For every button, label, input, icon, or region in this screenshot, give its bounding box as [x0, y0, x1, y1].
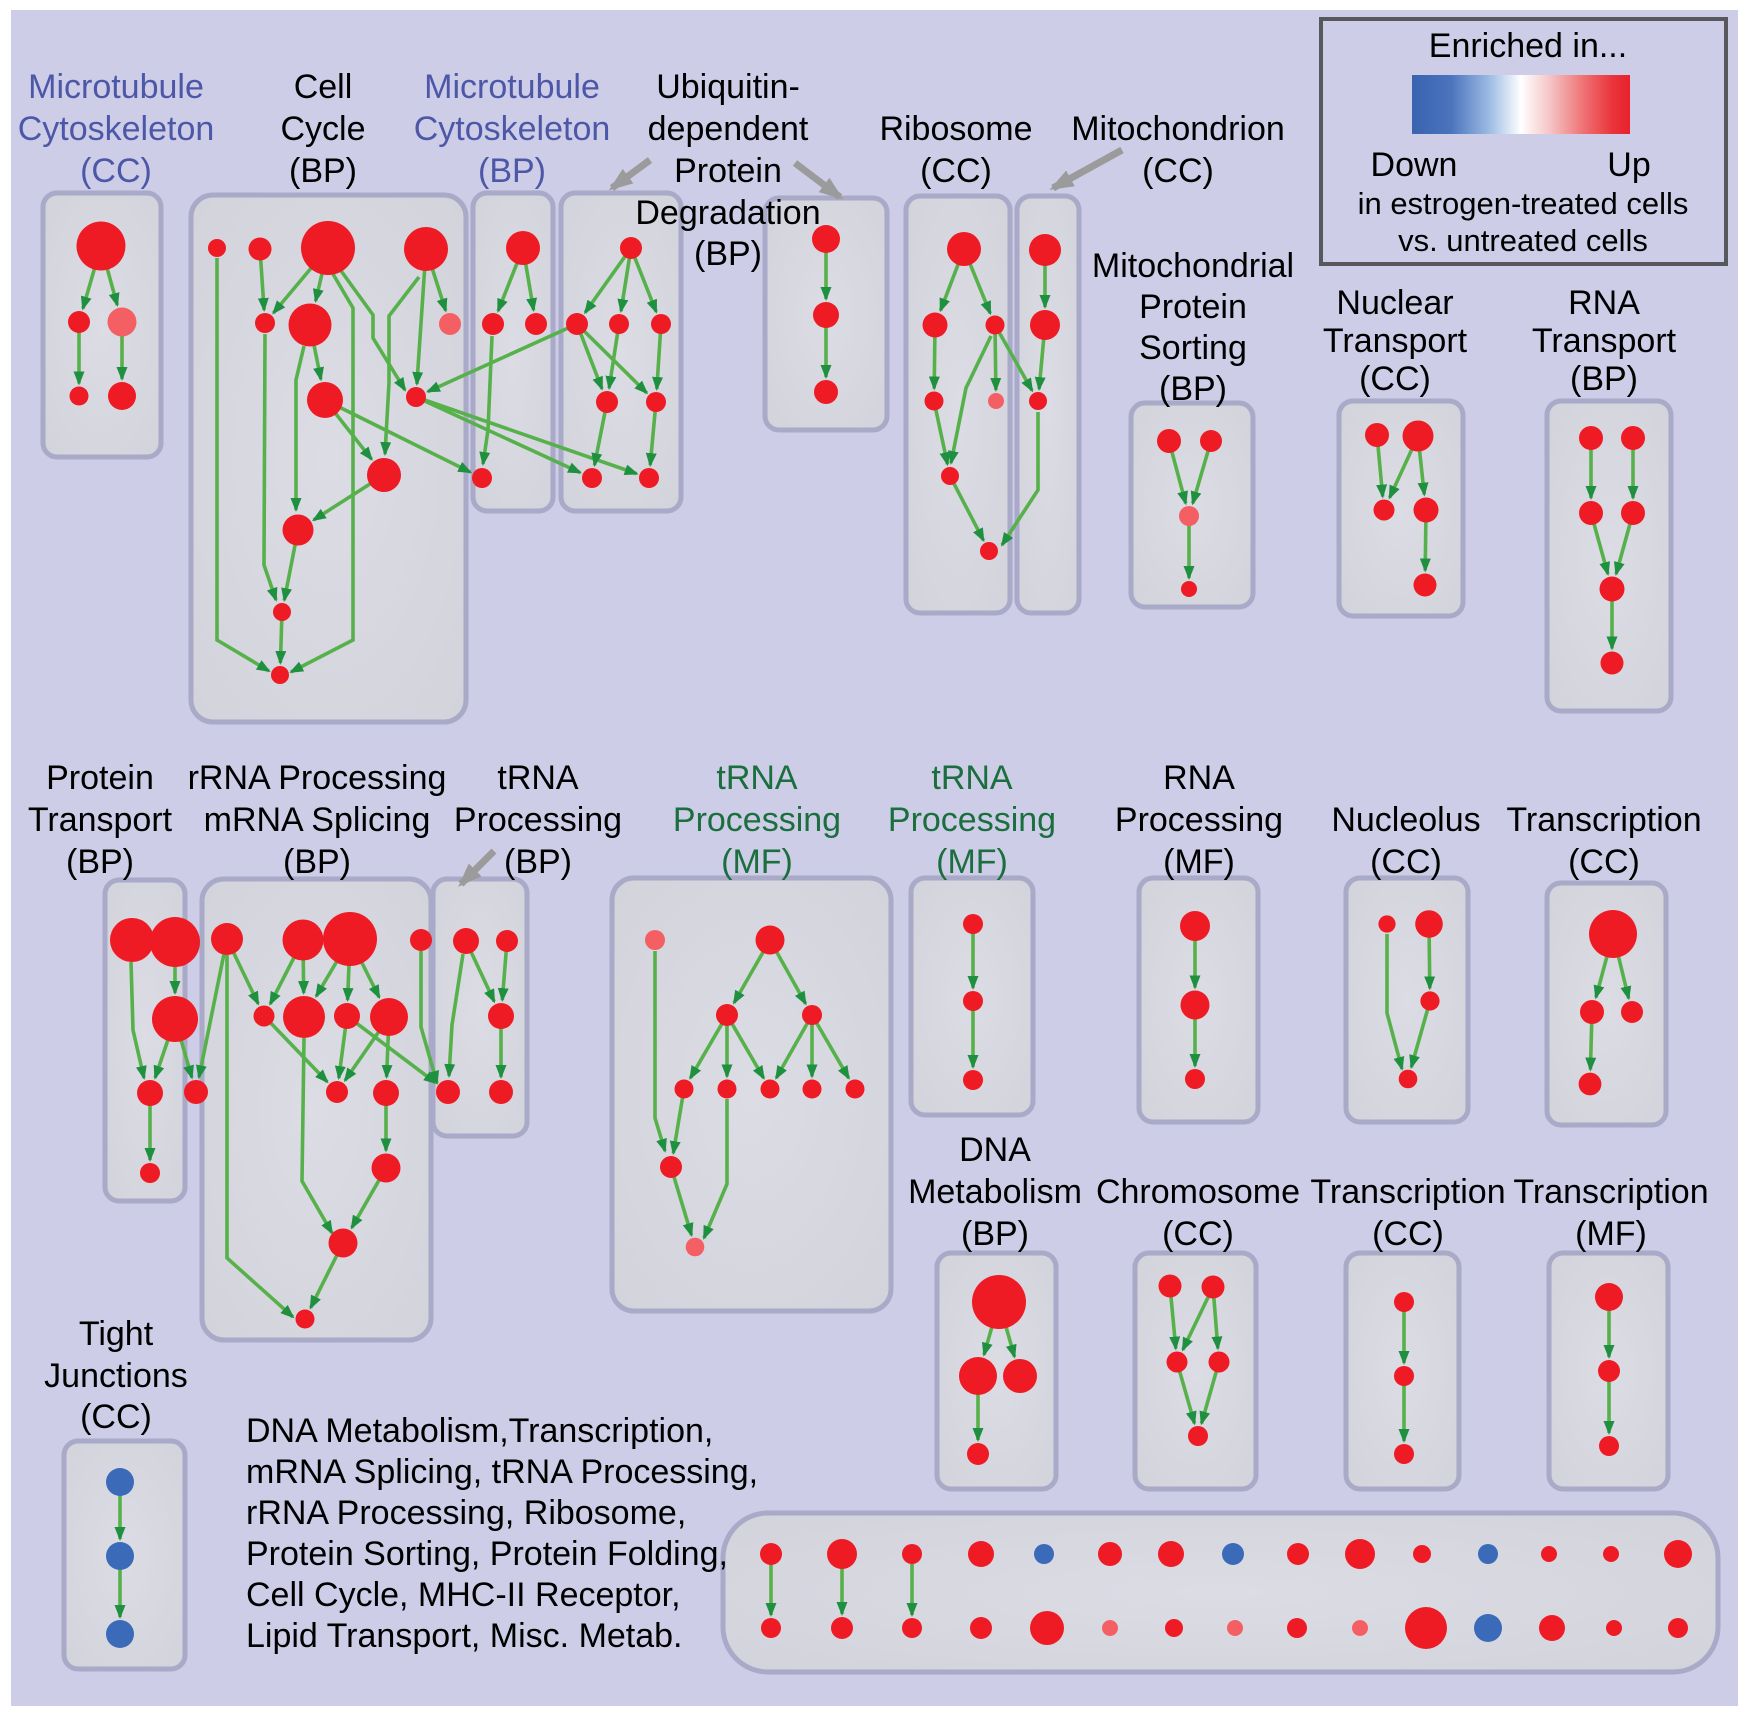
- svg-text:Nucleolus: Nucleolus: [1331, 801, 1480, 839]
- svg-text:rRNA Processing: rRNA Processing: [188, 759, 447, 797]
- svg-text:RNA: RNA: [1568, 284, 1640, 322]
- svg-text:Transport: Transport: [28, 801, 173, 839]
- svg-text:Protein Sorting, Protein Foldi: Protein Sorting, Protein Folding,: [246, 1535, 728, 1573]
- svg-text:Processing: Processing: [888, 801, 1056, 839]
- svg-text:Transcription: Transcription: [1310, 1173, 1505, 1211]
- svg-text:mRNA Splicing, tRNA Processing: mRNA Splicing, tRNA Processing,: [246, 1453, 758, 1491]
- svg-text:Transport: Transport: [1532, 322, 1677, 360]
- svg-text:(CC): (CC): [1372, 1215, 1444, 1253]
- svg-text:Sorting: Sorting: [1139, 329, 1247, 367]
- svg-text:(BP): (BP): [961, 1215, 1029, 1253]
- svg-text:(CC): (CC): [80, 152, 152, 190]
- svg-text:(CC): (CC): [1142, 152, 1214, 190]
- svg-text:(BP): (BP): [283, 843, 351, 881]
- svg-text:DNA Metabolism,Transcription,: DNA Metabolism,Transcription,: [246, 1412, 713, 1450]
- svg-text:(CC): (CC): [1370, 843, 1442, 881]
- svg-text:vs. untreated cells: vs. untreated cells: [1398, 223, 1648, 258]
- svg-text:Cell: Cell: [294, 68, 353, 106]
- svg-text:(MF): (MF): [1575, 1215, 1647, 1253]
- svg-text:(CC): (CC): [80, 1398, 152, 1436]
- svg-text:(MF): (MF): [1163, 843, 1235, 881]
- svg-text:Degradation: Degradation: [635, 194, 820, 232]
- svg-text:Down: Down: [1371, 146, 1458, 184]
- svg-text:Protein: Protein: [46, 759, 154, 797]
- svg-text:(BP): (BP): [478, 152, 546, 190]
- svg-text:Cytoskeleton: Cytoskeleton: [414, 110, 611, 148]
- svg-text:Processing: Processing: [673, 801, 841, 839]
- svg-text:(BP): (BP): [66, 843, 134, 881]
- svg-text:Microtubule: Microtubule: [28, 68, 204, 106]
- svg-text:Transport: Transport: [1323, 322, 1468, 360]
- svg-text:Cycle: Cycle: [280, 110, 365, 148]
- svg-text:RNA: RNA: [1163, 759, 1235, 797]
- svg-text:Enriched in...: Enriched in...: [1429, 27, 1627, 65]
- svg-text:Metabolism: Metabolism: [908, 1173, 1082, 1211]
- svg-text:Processing: Processing: [1115, 801, 1283, 839]
- svg-text:Ubiquitin-: Ubiquitin-: [656, 68, 800, 106]
- svg-text:Lipid Transport, Misc. Metab.: Lipid Transport, Misc. Metab.: [246, 1617, 683, 1655]
- svg-text:Mitochondrial: Mitochondrial: [1092, 247, 1294, 285]
- svg-text:Chromosome: Chromosome: [1096, 1173, 1300, 1211]
- svg-text:tRNA: tRNA: [716, 759, 798, 797]
- svg-text:Tight: Tight: [79, 1315, 154, 1353]
- svg-text:(CC): (CC): [1162, 1215, 1234, 1253]
- svg-text:in estrogen-treated cells: in estrogen-treated cells: [1358, 186, 1689, 221]
- svg-text:tRNA: tRNA: [931, 759, 1013, 797]
- svg-text:(BP): (BP): [694, 235, 762, 273]
- svg-text:(CC): (CC): [920, 152, 992, 190]
- svg-text:(BP): (BP): [289, 152, 357, 190]
- svg-text:(CC): (CC): [1359, 360, 1431, 398]
- svg-text:Processing: Processing: [454, 801, 622, 839]
- svg-text:tRNA: tRNA: [497, 759, 579, 797]
- svg-text:Nuclear: Nuclear: [1336, 284, 1453, 322]
- svg-text:(CC): (CC): [1568, 843, 1640, 881]
- svg-text:(BP): (BP): [504, 843, 572, 881]
- svg-text:Protein: Protein: [1139, 288, 1247, 326]
- svg-text:Ribosome: Ribosome: [879, 110, 1032, 148]
- svg-text:mRNA Splicing: mRNA Splicing: [204, 801, 431, 839]
- svg-text:Mitochondrion: Mitochondrion: [1071, 110, 1285, 148]
- svg-text:(MF): (MF): [721, 843, 793, 881]
- svg-text:Transcription: Transcription: [1513, 1173, 1708, 1211]
- svg-text:(BP): (BP): [1570, 360, 1638, 398]
- svg-text:Transcription: Transcription: [1506, 801, 1701, 839]
- svg-text:Cell Cycle, MHC-II Receptor,: Cell Cycle, MHC-II Receptor,: [246, 1576, 681, 1614]
- svg-text:dependent: dependent: [648, 110, 809, 148]
- svg-text:Junctions: Junctions: [44, 1357, 188, 1395]
- svg-text:Up: Up: [1607, 146, 1650, 184]
- svg-text:(MF): (MF): [936, 843, 1008, 881]
- svg-text:rRNA Processing, Ribosome,: rRNA Processing, Ribosome,: [246, 1494, 686, 1532]
- svg-text:Cytoskeleton: Cytoskeleton: [18, 110, 215, 148]
- svg-text:(BP): (BP): [1159, 370, 1227, 408]
- svg-text:Protein: Protein: [674, 152, 782, 190]
- svg-text:Microtubule: Microtubule: [424, 68, 600, 106]
- svg-text:DNA: DNA: [959, 1131, 1031, 1169]
